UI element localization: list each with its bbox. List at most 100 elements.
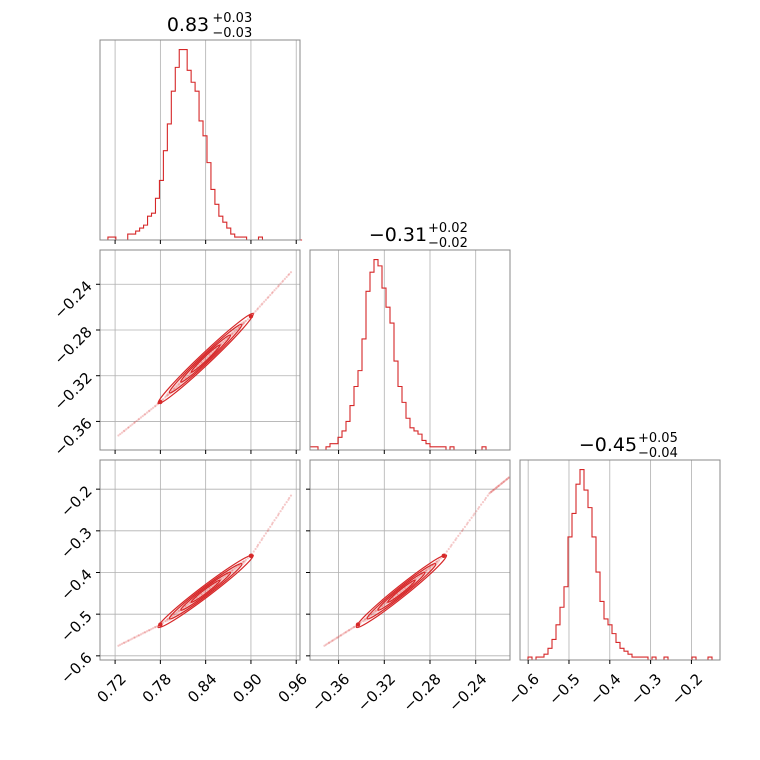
scatter-point-5-45 <box>383 603 386 606</box>
scatter-point-3-38 <box>175 385 178 388</box>
scatter-point-3-107 <box>283 277 287 280</box>
tick-label-y-4-3: −0.5 <box>57 607 95 645</box>
scatter-point-3-94 <box>264 298 268 301</box>
scatter-point-4-66 <box>220 577 223 581</box>
scatter-point-3-12 <box>135 419 138 423</box>
scatter-point-5-31 <box>361 619 364 623</box>
panel-title-sub-1: −0.02 <box>428 236 468 251</box>
tick-label-y-4-4: −0.6 <box>57 649 95 687</box>
scatter-point-3-55 <box>202 359 206 362</box>
scatter-point-5-130 <box>501 481 504 484</box>
scatter-point-3-13 <box>137 418 140 421</box>
scatter-point-5-139 <box>507 476 510 479</box>
scatter-point-3-52 <box>198 363 201 366</box>
scatter-point-3-8 <box>129 424 132 427</box>
scatter-point-3-20 <box>147 410 150 413</box>
scatter-point-4-3 <box>122 641 125 644</box>
scatter-point-5-107 <box>480 503 483 506</box>
tick-label-y-4-0: −0.2 <box>57 482 95 520</box>
scatter-point-5-16 <box>342 632 346 635</box>
scatter-point-5-102 <box>472 514 475 517</box>
histogram-step-1 <box>310 258 510 451</box>
scatter-point-5-117 <box>492 489 495 492</box>
scatter-point-5-122 <box>495 486 498 489</box>
scatter-point-5-33 <box>364 617 367 621</box>
tick-label-x-4-3: 0.90 <box>229 670 265 706</box>
contour-3-3 <box>190 344 221 373</box>
tick-label-x-5-3: −0.24 <box>445 670 490 715</box>
scatter-point-5-75 <box>429 566 432 569</box>
scatter-point-3-81 <box>244 319 248 323</box>
scatter-point-4-74 <box>233 567 236 570</box>
scatter-point-5-4 <box>328 641 331 644</box>
scatter-point-3-56 <box>204 357 207 360</box>
scatter-point-4-86 <box>252 550 255 553</box>
scatter-point-3-22 <box>150 408 153 411</box>
scatter-point-4-88 <box>256 545 259 548</box>
scatter-point-5-135 <box>505 478 508 481</box>
scatter-point-4-13 <box>137 634 140 637</box>
scatter-point-5-46 <box>385 601 388 605</box>
scatter-point-4-10 <box>133 636 136 639</box>
scatter-point-3-18 <box>144 412 147 416</box>
scatter-point-5-123 <box>496 485 499 488</box>
scatter-point-5-59 <box>404 586 407 589</box>
panel-frame-5 <box>309 459 511 661</box>
scatter-point-5-23 <box>351 627 354 630</box>
scatter-point-3-9 <box>131 423 134 426</box>
scatter-point-4-53 <box>199 593 203 596</box>
scatter-point-4-96 <box>267 528 270 531</box>
scatter-point-4-17 <box>143 631 146 634</box>
scatter-point-4-103 <box>277 512 280 515</box>
scatter-point-5-13 <box>339 634 342 637</box>
scatter-point-4-110 <box>288 496 291 500</box>
scatter-point-3-74 <box>233 330 236 333</box>
scatter-point-5-54 <box>396 592 400 596</box>
tick-label-y-3-1: −0.28 <box>50 323 95 368</box>
scatter-point-3-99 <box>271 291 274 294</box>
scatter-point-4-107 <box>283 503 287 506</box>
scatter-point-5-22 <box>349 628 352 631</box>
scatter-point-5-125 <box>497 484 500 488</box>
scatter-point-5-95 <box>460 529 464 533</box>
scatter-point-3-101 <box>275 287 278 290</box>
scatter-point-4-106 <box>282 505 285 509</box>
scatter-point-3-79 <box>242 322 245 325</box>
scatter-point-3-53 <box>199 361 203 365</box>
scatter-point-3-105 <box>281 280 284 283</box>
scatter-point-4-75 <box>235 566 238 569</box>
contour-4-3 <box>190 579 221 603</box>
scatter-point-3-36 <box>172 388 175 391</box>
scatter-point-4-24 <box>153 626 156 629</box>
scatter-point-3-5 <box>125 428 128 431</box>
scatter-point-3-111 <box>289 271 293 274</box>
scatter-point-3-14 <box>138 417 141 420</box>
scatter-point-5-108 <box>481 501 485 504</box>
scatter-point-4-31 <box>164 619 167 623</box>
scatter-point-3-0 <box>117 434 120 437</box>
scatter-point-5-82 <box>439 557 442 560</box>
scatter-point-3-108 <box>285 275 288 279</box>
tick-label-x-2-0: −0.6 <box>504 670 542 708</box>
scatter-point-5-121 <box>495 486 498 489</box>
scatter-point-3-21 <box>148 409 151 412</box>
contour-5-3 <box>387 579 416 603</box>
scatter-point-3-10 <box>133 421 136 425</box>
scatter-point-5-67 <box>416 576 420 579</box>
scatter-point-5-111 <box>486 494 489 497</box>
scatter-point-4-22 <box>150 628 153 631</box>
scatter-point-5-127 <box>499 483 502 486</box>
scatter-point-5-120 <box>494 487 497 490</box>
scatter-point-5-20 <box>347 629 350 632</box>
tick-label-x-4-2: 0.84 <box>184 670 220 706</box>
scatter-point-5-126 <box>498 484 501 487</box>
scatter-point-4-19 <box>145 630 149 633</box>
scatter-point-4-90 <box>258 541 261 544</box>
panel-frame-2 <box>519 459 721 661</box>
scatter-point-4-97 <box>269 525 272 528</box>
tick-label-x-4-0: 0.72 <box>93 670 129 706</box>
scatter-point-3-45 <box>186 374 189 377</box>
scatter-point-3-58 <box>208 354 211 357</box>
scatter-point-3-67 <box>222 340 225 344</box>
density-core-5 <box>362 560 441 623</box>
